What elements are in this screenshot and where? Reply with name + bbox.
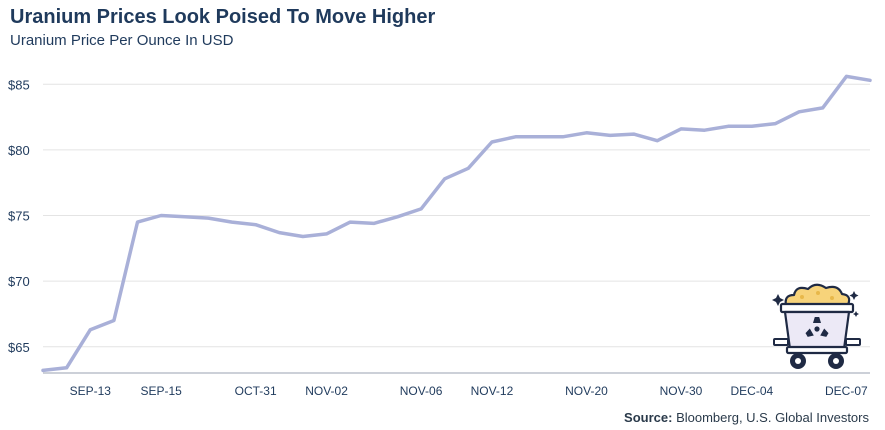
uranium-mine-cart-icon xyxy=(772,283,861,369)
price-line xyxy=(41,74,872,373)
x-tick-label: SEP-15 xyxy=(140,384,182,398)
chart-subtitle: Uranium Price Per Ounce In USD xyxy=(10,32,234,49)
y-tick-label: $80 xyxy=(8,143,30,158)
y-tick-label: $75 xyxy=(8,209,30,224)
x-tick-label: SEP-13 xyxy=(70,384,112,398)
x-tick-label: NOV-30 xyxy=(660,384,703,398)
x-tick-label: NOV-06 xyxy=(400,384,443,398)
y-tick-label: $65 xyxy=(8,340,30,355)
chart-title: Uranium Prices Look Poised To Move Highe… xyxy=(10,6,436,28)
x-tick-label: DEC-04 xyxy=(731,384,774,398)
source-note: Source: Bloomberg, U.S. Global Investors xyxy=(624,410,869,425)
y-tick-label: $85 xyxy=(8,77,30,92)
source-text: Bloomberg, U.S. Global Investors xyxy=(676,410,869,425)
x-tick-label: NOV-02 xyxy=(305,384,348,398)
y-tick-label: $70 xyxy=(8,274,30,289)
source-label: Source: xyxy=(624,410,673,425)
x-tick-label: NOV-20 xyxy=(565,384,608,398)
x-tick-label: OCT-31 xyxy=(235,384,277,398)
x-tick-label: DEC-07 xyxy=(825,384,868,398)
x-tick-label: NOV-12 xyxy=(471,384,514,398)
